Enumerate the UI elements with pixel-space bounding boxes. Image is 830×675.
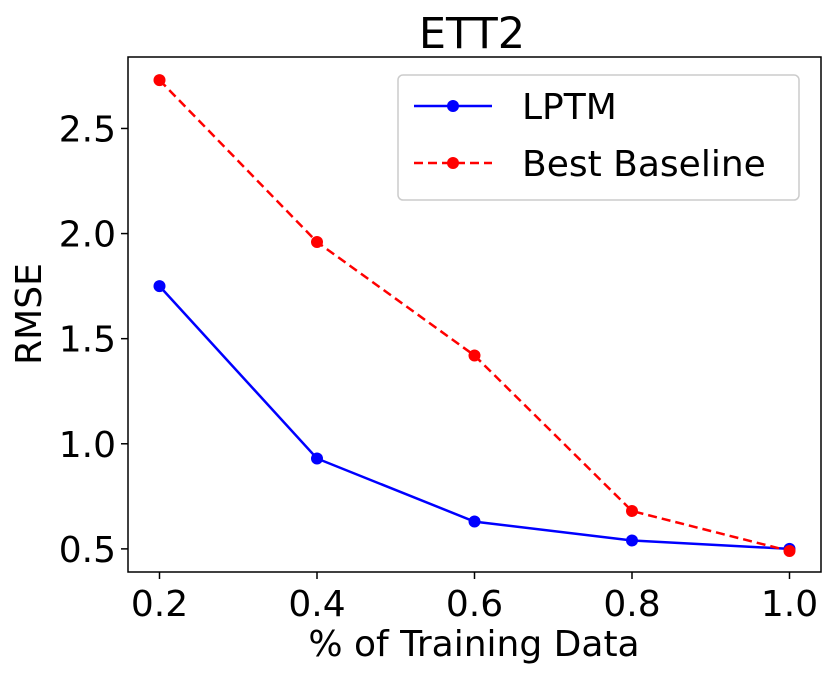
data-point-best-baseline: [783, 544, 796, 557]
legend: LPTM Best Baseline: [397, 74, 800, 201]
series-line-lptm: [158, 285, 790, 551]
data-point-lptm: [311, 452, 323, 465]
data-point-best-baseline: [153, 74, 166, 87]
data-point-lptm: [626, 534, 638, 547]
x-axis-title: % of Training Data: [308, 624, 639, 665]
legend-label-lptm: LPTM: [522, 87, 617, 128]
data-point-best-baseline: [626, 505, 638, 518]
y-axis-title: RMSE: [9, 263, 50, 365]
legend-box: [397, 74, 800, 201]
data-point-best-baseline: [311, 235, 323, 248]
y-tick-label: 1.0: [59, 425, 116, 466]
y-tick-label: 0.5: [59, 530, 116, 571]
chart-title: ETT2: [419, 9, 525, 59]
x-tick-label: 0.8: [603, 584, 660, 625]
y-tick-label: 1.5: [59, 320, 116, 361]
data-point-best-baseline: [468, 349, 481, 362]
legend-label-baseline: Best Baseline: [522, 144, 766, 185]
x-axis: 0.2 0.4 0.6 0.8 1.0: [131, 572, 818, 625]
legend-marker-baseline: [447, 157, 459, 169]
y-tick-label: 2.0: [59, 215, 116, 256]
x-tick-label: 0.6: [446, 584, 503, 625]
data-point-lptm: [153, 280, 166, 293]
x-tick-label: 1.0: [761, 584, 818, 625]
x-tick-label: 0.2: [131, 584, 188, 625]
data-point-lptm: [468, 515, 481, 528]
x-tick-label: 0.4: [288, 584, 345, 625]
series-layer: [153, 74, 796, 557]
legend-marker-lptm: [447, 100, 459, 112]
y-axis: 0.5 1.0 1.5 2.0 2.5: [59, 109, 128, 571]
y-tick-label: 2.5: [59, 109, 116, 150]
